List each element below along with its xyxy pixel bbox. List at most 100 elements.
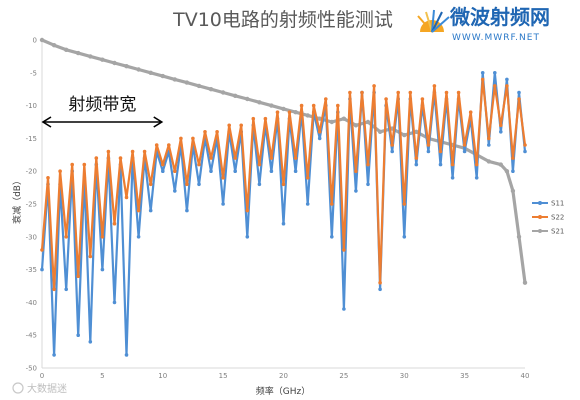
data-point-s21 xyxy=(414,129,419,134)
data-point-s21 xyxy=(281,106,286,112)
data-point-s22 xyxy=(432,84,437,88)
data-point-s21 xyxy=(196,83,202,89)
legend-marker-s21 xyxy=(538,229,542,233)
data-point-s11 xyxy=(462,149,467,154)
data-point-s11 xyxy=(185,208,189,213)
x-tick-label: 35 xyxy=(460,372,469,380)
legend: S11 S22 S21 xyxy=(532,200,564,236)
y-tick-label: -25 xyxy=(26,201,37,209)
data-point-s21 xyxy=(353,123,359,128)
data-point-s22 xyxy=(366,162,370,167)
data-point-s22 xyxy=(239,123,243,128)
data-point-s11 xyxy=(317,136,322,141)
data-point-s11 xyxy=(221,202,225,206)
data-point-s11 xyxy=(354,189,358,193)
arrow-right-icon xyxy=(153,116,164,128)
data-point-s22 xyxy=(293,156,298,160)
data-point-s11 xyxy=(517,90,521,95)
data-point-s21 xyxy=(51,43,57,48)
data-point-s22 xyxy=(468,110,473,114)
data-point-s22 xyxy=(185,182,189,187)
y-tick-label: -35 xyxy=(26,266,37,274)
data-point-s11 xyxy=(76,333,80,338)
data-point-s11 xyxy=(480,71,485,75)
data-point-s22 xyxy=(438,149,443,154)
watermark: 大数据迷 xyxy=(12,382,67,395)
data-point-s21 xyxy=(269,103,274,108)
data-point-s22 xyxy=(70,162,74,167)
data-point-s21 xyxy=(341,116,347,121)
annotation: 射频带宽 xyxy=(41,95,164,128)
data-point-s11 xyxy=(161,169,165,173)
data-point-s22 xyxy=(245,208,250,213)
data-point-s22 xyxy=(173,169,177,173)
data-point-s11 xyxy=(136,235,141,239)
data-point-s21 xyxy=(100,57,105,62)
y-tick-label: -40 xyxy=(26,299,37,307)
data-point-s22 xyxy=(474,162,479,167)
data-point-s22 xyxy=(396,90,401,95)
data-point-s22 xyxy=(426,143,431,147)
data-point-s11 xyxy=(450,176,455,180)
data-point-s22 xyxy=(257,162,262,167)
annotation-label: 射频带宽 xyxy=(68,95,136,115)
data-point-s21 xyxy=(112,60,117,66)
data-point-s22 xyxy=(64,235,68,239)
data-point-s22 xyxy=(203,130,207,134)
data-point-s21 xyxy=(377,129,383,134)
data-point-s21 xyxy=(516,234,522,239)
data-point-s22 xyxy=(462,143,467,147)
data-point-s11 xyxy=(245,235,250,239)
data-point-s21 xyxy=(172,77,177,82)
data-point-s21 xyxy=(245,96,250,102)
data-point-s21 xyxy=(148,70,153,76)
y-axis-label: 衰减（dB） xyxy=(11,176,23,224)
data-point-s22 xyxy=(342,248,346,252)
series-layer xyxy=(39,37,528,357)
data-point-s22 xyxy=(281,182,286,187)
site-logo: 微波射频网 WWW.MWRF.NET xyxy=(417,5,550,43)
data-point-s22 xyxy=(179,136,183,141)
data-point-s22 xyxy=(40,248,44,252)
data-point-s22 xyxy=(517,97,521,101)
data-point-s22 xyxy=(299,103,304,108)
data-point-s22 xyxy=(106,149,111,154)
data-point-s21 xyxy=(305,113,310,118)
x-tick-label: 30 xyxy=(400,372,409,380)
chart-title: TV10电路的射频性能测试 xyxy=(172,9,393,31)
data-point-s22 xyxy=(330,202,334,206)
data-point-s22 xyxy=(227,123,231,128)
data-point-s21 xyxy=(39,37,45,43)
data-point-s22 xyxy=(480,77,485,82)
data-point-s21 xyxy=(208,87,214,92)
data-point-s11 xyxy=(366,182,370,187)
data-point-s11 xyxy=(209,169,213,173)
watermark-icon xyxy=(12,382,24,394)
data-point-s11 xyxy=(64,287,68,292)
data-point-s11 xyxy=(269,169,274,173)
data-point-s11 xyxy=(40,267,44,272)
data-point-s11 xyxy=(438,162,443,167)
data-point-s21 xyxy=(402,132,407,138)
y-tick-label: -20 xyxy=(26,168,37,176)
y-tick-label: -5 xyxy=(30,69,37,77)
data-point-s21 xyxy=(504,169,510,174)
data-point-s11 xyxy=(88,340,93,344)
legend-marker-s22 xyxy=(538,215,542,219)
x-tick-label: 5 xyxy=(100,372,104,380)
data-point-s22 xyxy=(142,149,147,154)
data-point-s22 xyxy=(360,90,364,95)
x-tick-label: 25 xyxy=(339,372,348,380)
data-point-s22 xyxy=(372,84,376,88)
data-point-s21 xyxy=(293,110,298,115)
data-point-s11 xyxy=(474,176,479,180)
data-point-s21 xyxy=(160,73,165,79)
data-point-s11 xyxy=(523,149,527,154)
data-point-s11 xyxy=(305,202,310,206)
data-point-s11 xyxy=(233,169,237,173)
data-point-s11 xyxy=(330,235,334,239)
data-point-s22 xyxy=(317,130,322,134)
data-point-s22 xyxy=(354,169,358,173)
data-point-s21 xyxy=(233,93,238,99)
y-tick-label: -30 xyxy=(26,233,37,241)
